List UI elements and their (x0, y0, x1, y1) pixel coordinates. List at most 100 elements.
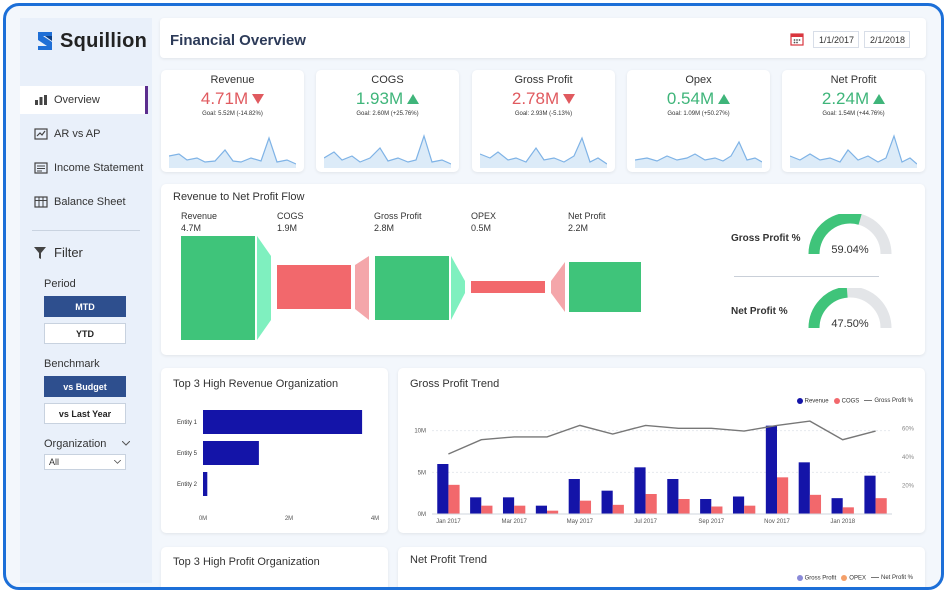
revenue-bar[interactable] (634, 467, 646, 514)
legend-item-gross-profit-pct[interactable]: Gross Profit % (864, 398, 913, 404)
kpi-sparkline (480, 136, 607, 168)
organization-value: All (49, 457, 60, 467)
organization-heading[interactable]: Organization (44, 438, 130, 450)
overview-icon (35, 95, 47, 105)
revenue-bar[interactable] (700, 499, 712, 514)
cogs-bar[interactable] (711, 506, 723, 515)
revenue-bar[interactable] (203, 441, 259, 465)
flow-connector (451, 256, 465, 320)
flow-label-cogs: COGS 1.9M (277, 210, 304, 234)
date-from-input[interactable]: 1/1/2017 (813, 31, 859, 48)
kpi-goal: Goal: 1.09M (+50.27%) (667, 111, 730, 117)
y2-tick-label: 60% (902, 426, 915, 432)
flow-item-value: 1.9M (277, 223, 298, 233)
revenue-bar[interactable] (437, 464, 449, 514)
legend-item-net-profit-pct[interactable]: Net Profit % (870, 575, 913, 581)
cogs-bar[interactable] (448, 484, 460, 514)
legend-item-gross-profit[interactable]: Gross Profit (796, 575, 836, 582)
sidebar-divider (32, 230, 140, 231)
cogs-bar[interactable] (579, 500, 592, 514)
flow-bar-cogs[interactable] (277, 265, 351, 309)
sidebar: Squillion Overview AR vs AP Income State… (20, 18, 152, 583)
cogs-bar[interactable] (481, 505, 493, 514)
kpi-title: Gross Profit (514, 74, 573, 86)
benchmark-vs-last-year-button[interactable]: vs Last Year (44, 403, 126, 424)
benchmark-label: Benchmark (44, 358, 100, 370)
revenue-bar[interactable] (203, 410, 363, 434)
sidebar-item-label: AR vs AP (54, 128, 101, 140)
gross-profit-trend-chart: 0M 5M 10M 20% 40% 60% Jan 2017 Mar 2017 May 2017… (414, 420, 915, 525)
cogs-bar[interactable] (612, 504, 624, 514)
revenue-bar[interactable] (470, 497, 482, 514)
cogs-bar[interactable] (875, 498, 887, 514)
gross-profit-pct-line[interactable] (448, 420, 876, 455)
trend-up-icon (718, 94, 731, 104)
flow-item-value: 2.8M (374, 223, 395, 233)
sidebar-item-balance-sheet[interactable]: Balance Sheet (20, 188, 152, 216)
kpi-goal: Goal: 2.60M (+25.76%) (356, 111, 419, 117)
kpi-title: Net Profit (830, 74, 877, 86)
brand: Squillion (36, 28, 152, 54)
legend-label: Gross Profit % (874, 398, 913, 405)
sidebar-item-income-statement[interactable]: Income Statement (20, 154, 152, 182)
organization-select[interactable]: All (44, 454, 126, 470)
flow-bar-net-profit[interactable] (569, 262, 641, 312)
kpi-card-gross-profit: Gross Profit 2.78M Goal: 2.93M (-5.13%) (472, 70, 615, 172)
kpi-value-text: 4.71M (200, 89, 249, 108)
flow-item-label: COGS (277, 211, 304, 221)
gross-profit-trend-card: Gross Profit Trend Revenue COGS Gross Pr… (398, 368, 925, 533)
revenue-bar[interactable] (831, 498, 843, 514)
legend-item-opex[interactable]: OPEX (841, 575, 866, 582)
revenue-bar[interactable] (535, 505, 547, 514)
filter-heading: Filter (34, 245, 152, 260)
revenue-bar[interactable] (798, 462, 810, 514)
x-tick-label: Nov 2017 (764, 519, 790, 525)
flow-item-label: Net Profit (568, 211, 606, 221)
chevron-down-icon[interactable] (122, 441, 130, 447)
cogs-bar[interactable] (842, 507, 854, 514)
x-tick-label: 2M (285, 516, 293, 522)
sidebar-item-overview[interactable]: Overview (20, 86, 148, 114)
kpi-card-cogs: COGS 1.93M Goal: 2.60M (+25.76%) (316, 70, 459, 172)
x-tick-label: 4M (371, 516, 379, 522)
revenue-bar[interactable] (732, 496, 745, 515)
date-to-input[interactable]: 2/1/2018 (864, 31, 910, 48)
legend-item-revenue[interactable]: Revenue (796, 398, 829, 405)
cogs-bar[interactable] (777, 477, 789, 514)
period-ytd-button[interactable]: YTD (44, 323, 126, 344)
x-tick-label: 0M (199, 516, 207, 522)
calendar-icon[interactable] (790, 32, 804, 46)
flow-bar-revenue[interactable] (181, 236, 255, 340)
revenue-bar[interactable] (765, 425, 777, 514)
flow-item-value: 2.2M (568, 223, 589, 233)
flow-label-gross-profit: Gross Profit 2.8M (374, 210, 422, 234)
cogs-bar[interactable] (645, 494, 657, 514)
cogs-bar[interactable] (809, 494, 822, 514)
top-revenue-title: Top 3 High Revenue Organization (173, 378, 339, 390)
page-header: Financial Overview 1/1/2017 2/1/2018 (160, 18, 926, 58)
cogs-bar[interactable] (678, 499, 690, 514)
revenue-bar[interactable] (568, 479, 580, 514)
gauge-value-gross-profit: 59.04% (831, 244, 869, 256)
cogs-bar[interactable] (514, 505, 526, 514)
cogs-bar[interactable] (547, 510, 559, 514)
revenue-bar[interactable] (502, 497, 515, 514)
kpi-value-text: 1.93M (355, 89, 404, 108)
revenue-bar[interactable] (864, 475, 876, 514)
sidebar-item-ar-vs-ap[interactable]: AR vs AP (20, 120, 152, 148)
top-profit-title: Top 3 High Profit Organization (173, 556, 320, 568)
gauge-label-net-profit: Net Profit % (731, 306, 788, 317)
trend-up-icon (873, 94, 886, 104)
benchmark-vs-budget-button[interactable]: vs Budget (44, 376, 126, 397)
period-mtd-button[interactable]: MTD (44, 296, 126, 317)
revenue-bar[interactable] (203, 472, 208, 496)
kpi-goal: Goal: 2.93M (-5.13%) (514, 111, 573, 117)
revenue-bar[interactable] (601, 490, 613, 514)
flow-bar-gross-profit[interactable] (375, 256, 449, 320)
cogs-bar[interactable] (744, 505, 756, 514)
revenue-bar[interactable] (667, 479, 679, 514)
flow-connector (551, 262, 565, 312)
legend-item-cogs[interactable]: COGS (833, 398, 859, 405)
flow-bar-opex[interactable] (471, 281, 545, 293)
y-tick-label: 5M (418, 470, 426, 476)
